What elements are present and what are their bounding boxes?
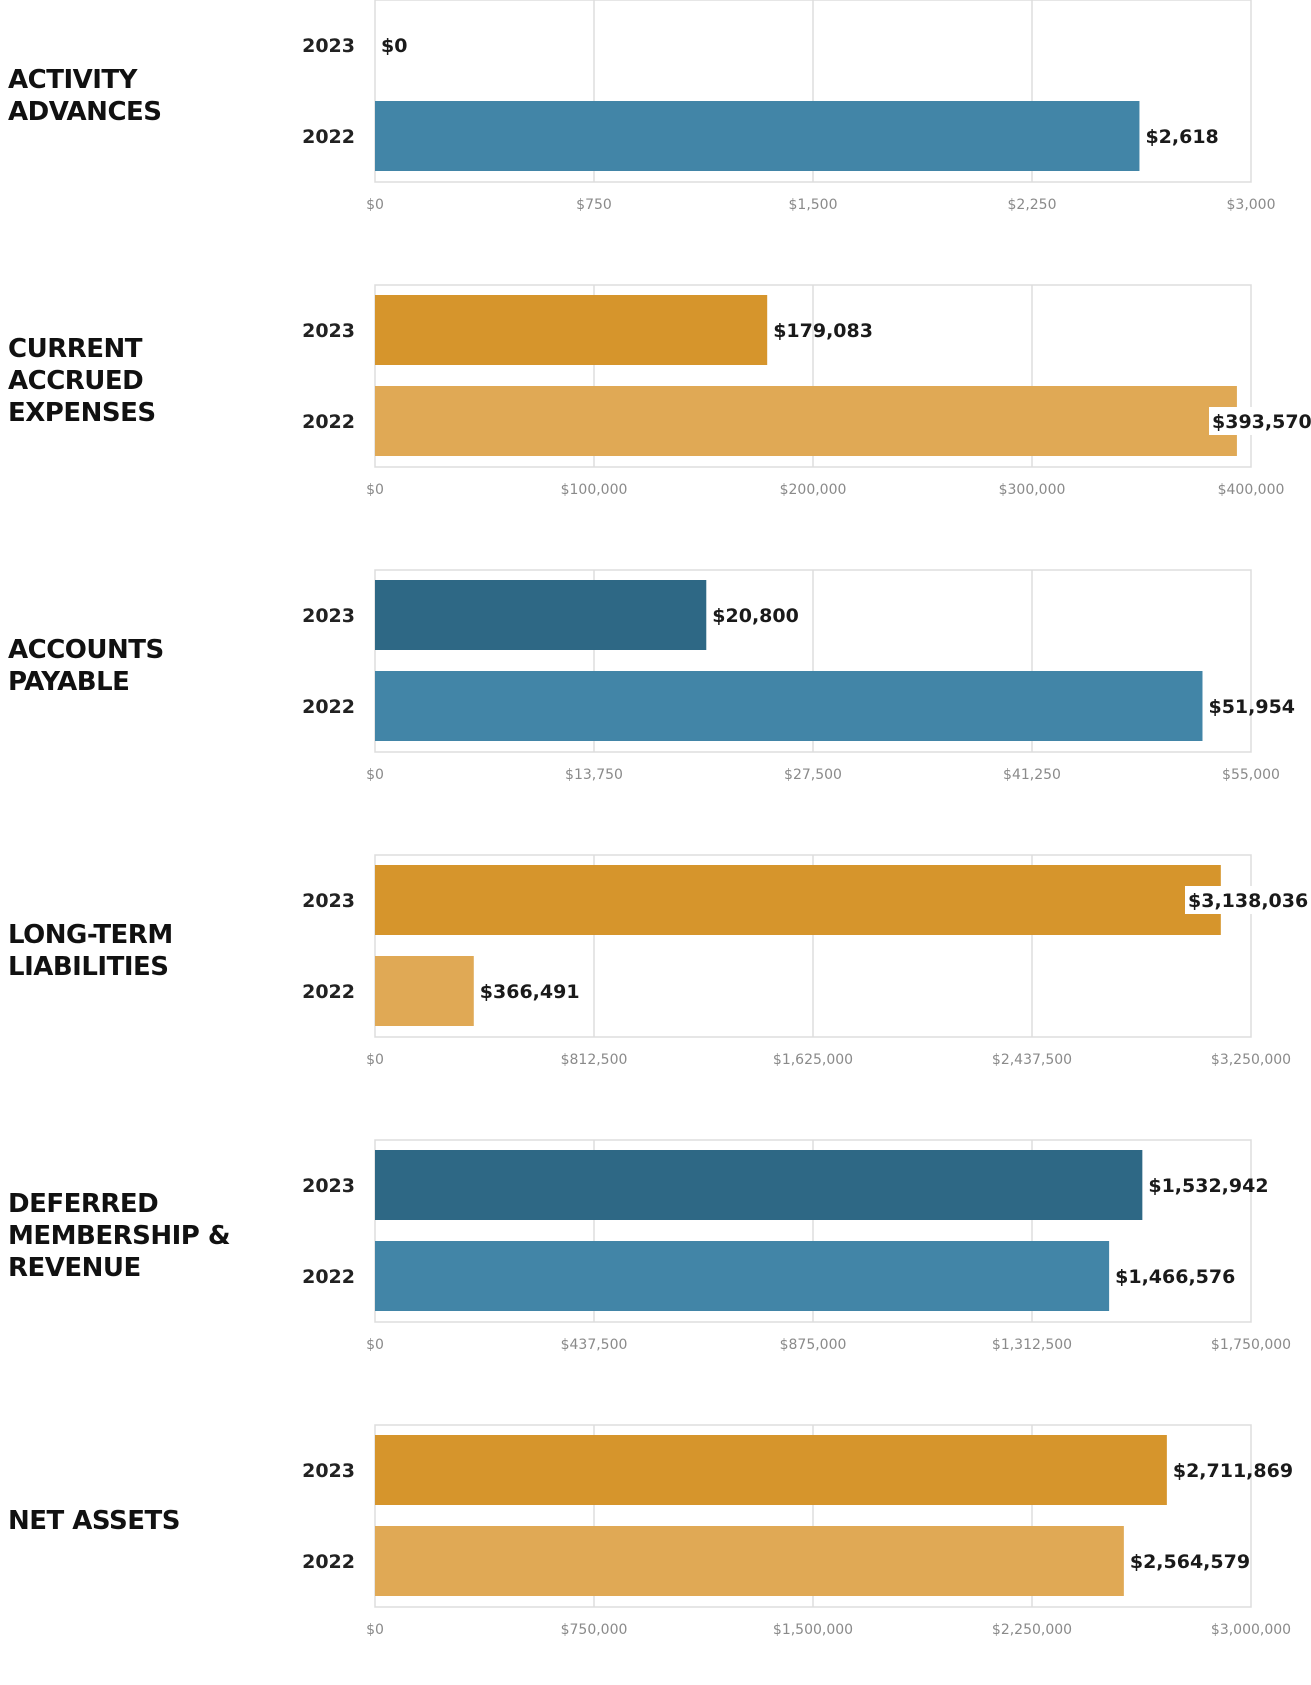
value-label: $393,570: [1212, 411, 1311, 433]
x-tick-label: $100,000: [561, 482, 628, 498]
bar-chart: $0 $812,500 $1,625,000 $2,437,500 $3,250,000…: [302, 854, 1311, 1068]
year-label: 2022: [302, 126, 355, 148]
bar-2022: [375, 1241, 1110, 1311]
value-label: $2,564,579: [1130, 1551, 1250, 1573]
x-tick-label: $1,312,500: [992, 1337, 1072, 1353]
x-tick-label: $55,000: [1222, 767, 1280, 783]
year-label: 2022: [302, 1266, 355, 1288]
x-tick-label: $0: [366, 767, 384, 783]
x-tick-label: $3,000,000: [1211, 1622, 1291, 1638]
bar-2023: [375, 580, 707, 650]
year-label: 2023: [302, 1175, 355, 1197]
x-tick-label: $750,000: [561, 1622, 628, 1638]
year-label: 2023: [302, 35, 355, 57]
year-label: 2022: [302, 1551, 355, 1573]
x-tick-label: $13,750: [565, 767, 623, 783]
year-label: 2023: [302, 890, 355, 912]
bar-2022: [375, 671, 1203, 741]
bar-chart: $0 $750,000 $1,500,000 $2,250,000 $3,000,000…: [302, 1424, 1293, 1638]
bar-chart: $0 $750 $1,500 $2,250 $3,000 2023 $0 2022 $2,618: [302, 0, 1276, 213]
bar-2022: [375, 386, 1237, 456]
x-tick-label: $0: [366, 1622, 384, 1638]
x-tick-label: $0: [366, 482, 384, 498]
x-tick-label: $3,000: [1227, 197, 1276, 213]
x-tick-label: $1,500: [789, 197, 838, 213]
chart-title: NET ASSETS: [8, 1506, 180, 1536]
value-label: $3,138,036: [1188, 890, 1308, 912]
bar-chart: $0 $100,000 $200,000 $300,000 $400,000 2023 $1…: [302, 284, 1311, 498]
value-label: $51,954: [1208, 696, 1295, 718]
value-label: $0: [381, 35, 407, 57]
bar-2022: [375, 101, 1140, 171]
chart-panel: NET ASSETS $0 $750,000 $1,500,000 $2,250,000…: [0, 1424, 1311, 1685]
value-label: $179,083: [773, 320, 873, 342]
year-label: 2022: [302, 411, 355, 433]
x-tick-label: $1,500,000: [773, 1622, 853, 1638]
year-label: 2023: [302, 605, 355, 627]
x-tick-label: $27,500: [784, 767, 842, 783]
x-tick-label: $400,000: [1218, 482, 1285, 498]
chart-title: LONG-TERM LIABILITIES: [8, 920, 173, 982]
chart-panel: DEFERRED MEMBERSHIP & REVENUE $0 $437,500 $…: [0, 1139, 1311, 1400]
year-label: 2023: [302, 1460, 355, 1482]
bar-2023: [375, 1435, 1167, 1505]
x-tick-label: $3,250,000: [1211, 1052, 1291, 1068]
chart-title: CURRENT ACCRUED EXPENSES: [8, 334, 156, 428]
bar-2023: [375, 295, 768, 365]
bar-2022: [375, 956, 474, 1026]
x-tick-label: $200,000: [780, 482, 847, 498]
value-label-background: [1185, 886, 1311, 914]
year-label: 2023: [302, 320, 355, 342]
x-tick-label: $437,500: [561, 1337, 628, 1353]
x-tick-label: $750: [576, 197, 612, 213]
bar-2022: [375, 1526, 1124, 1596]
x-tick-label: $41,250: [1003, 767, 1061, 783]
value-label: $1,532,942: [1148, 1175, 1268, 1197]
value-label: $1,466,576: [1115, 1266, 1235, 1288]
x-tick-label: $2,250: [1008, 197, 1057, 213]
x-tick-label: $875,000: [780, 1337, 847, 1353]
bar-2023: [375, 865, 1221, 935]
x-tick-label: $2,437,500: [992, 1052, 1072, 1068]
x-tick-label: $1,625,000: [773, 1052, 853, 1068]
bar-chart: $0 $437,500 $875,000 $1,312,500 $1,750,000 20…: [302, 1139, 1291, 1353]
year-label: 2022: [302, 696, 355, 718]
chart-panel: CURRENT ACCRUED EXPENSES $0 $100,000 $200,0…: [0, 284, 1311, 545]
value-label-background: [1209, 407, 1311, 435]
chart-title: DEFERRED MEMBERSHIP & REVENUE: [8, 1189, 231, 1283]
chart-panel: LONG-TERM LIABILITIES $0 $812,500 $1,625,00…: [0, 854, 1311, 1115]
bar-chart: $0 $13,750 $27,500 $41,250 $55,000 2023 $20,80…: [302, 569, 1295, 783]
chart-title: ACTIVITY ADVANCES: [8, 65, 162, 127]
value-label: $2,711,869: [1173, 1460, 1293, 1482]
chart-title: ACCOUNTS PAYABLE: [8, 635, 164, 697]
chart-panel: ACCOUNTS PAYABLE $0 $13,750 $27,500 $41,250 $…: [0, 569, 1311, 830]
x-tick-label: $1,750,000: [1211, 1337, 1291, 1353]
chart-panel: ACTIVITY ADVANCES $0 $750 $1,500 $2,250 $3,00…: [0, 0, 1311, 260]
x-tick-label: $812,500: [561, 1052, 628, 1068]
x-tick-label: $2,250,000: [992, 1622, 1072, 1638]
x-tick-label: $0: [366, 197, 384, 213]
value-label: $2,618: [1145, 126, 1218, 148]
x-tick-label: $0: [366, 1052, 384, 1068]
value-label: $366,491: [480, 981, 580, 1003]
x-tick-label: $300,000: [999, 482, 1066, 498]
value-label: $20,800: [712, 605, 799, 627]
x-tick-label: $0: [366, 1337, 384, 1353]
bar-2023: [375, 1150, 1143, 1220]
year-label: 2022: [302, 981, 355, 1003]
